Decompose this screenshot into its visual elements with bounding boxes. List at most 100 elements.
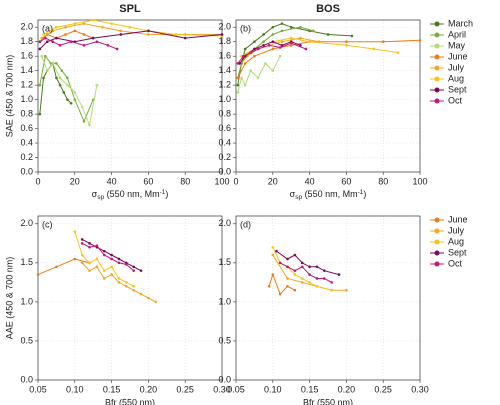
- x-tick-label: 60: [341, 176, 351, 186]
- x-tick-label: 20: [70, 176, 80, 186]
- legend-label: May: [448, 40, 466, 50]
- point: [55, 36, 58, 40]
- point: [299, 44, 302, 47]
- y-tick-label: 0.4: [218, 137, 231, 147]
- point: [125, 263, 128, 266]
- series-line: [41, 56, 98, 127]
- point: [271, 25, 275, 29]
- point: [271, 245, 275, 249]
- series-line: [272, 254, 347, 291]
- point: [271, 33, 275, 36]
- series-line: [276, 250, 340, 276]
- point: [80, 253, 84, 257]
- x-tick-label: 80: [378, 176, 388, 186]
- point: [253, 40, 256, 44]
- point: [311, 29, 315, 33]
- x-tick-label: 40: [305, 176, 315, 186]
- point: [289, 36, 293, 40]
- point: [275, 249, 278, 253]
- x-axis-label-part: -1: [160, 189, 166, 196]
- point: [38, 47, 42, 51]
- point: [308, 265, 311, 269]
- y-tick-label: 2.0: [218, 218, 231, 228]
- point: [82, 33, 86, 36]
- point: [330, 288, 333, 292]
- point: [58, 76, 62, 80]
- legend-marker: [434, 228, 440, 234]
- x-tick-label: 100: [214, 176, 229, 186]
- point: [38, 112, 42, 116]
- point: [238, 62, 241, 65]
- point: [69, 101, 73, 105]
- x-tick-label: 0.25: [374, 384, 392, 394]
- panel-title: SPL: [119, 3, 141, 15]
- point: [58, 83, 62, 87]
- point: [262, 33, 265, 36]
- y-tick-label: 0.4: [20, 137, 33, 147]
- x-axis-label: σsp (550 nm, Mm-1): [92, 189, 169, 201]
- point: [73, 91, 77, 94]
- point: [110, 265, 113, 269]
- point: [117, 261, 121, 265]
- panel-label: (b): [240, 23, 251, 33]
- x-axis-label-part: sp: [97, 194, 104, 201]
- point: [253, 54, 256, 58]
- point: [51, 40, 55, 44]
- point: [381, 40, 385, 44]
- point: [271, 69, 275, 72]
- point: [60, 69, 64, 72]
- point: [95, 244, 99, 247]
- x-axis-label-part: σ: [290, 189, 296, 199]
- point: [95, 40, 99, 44]
- point: [91, 36, 95, 40]
- point: [119, 29, 123, 33]
- point: [51, 62, 55, 65]
- y-tick-label: 0.6: [218, 123, 231, 133]
- legend-marker: [434, 239, 440, 245]
- legend-label: April: [448, 29, 466, 39]
- point: [55, 265, 58, 269]
- point: [267, 44, 271, 47]
- point: [102, 249, 106, 253]
- point: [262, 44, 265, 47]
- legend-marker: [434, 87, 440, 93]
- point: [42, 33, 45, 36]
- point: [174, 33, 178, 36]
- point: [132, 288, 135, 292]
- point: [271, 40, 275, 44]
- point: [139, 292, 143, 296]
- x-tick-label: 0.20: [140, 384, 158, 394]
- y-tick-label: 0.8: [218, 108, 231, 118]
- y-tick-label: 0.0: [218, 166, 231, 176]
- point: [243, 83, 247, 87]
- x-tick-label: 0.25: [176, 384, 194, 394]
- y-tick-label: 0.5: [218, 335, 231, 345]
- point: [271, 273, 275, 276]
- point: [82, 22, 86, 25]
- plot-frame: [37, 19, 223, 173]
- point: [293, 288, 297, 292]
- point: [139, 269, 143, 272]
- point: [147, 33, 150, 36]
- point: [326, 33, 330, 36]
- legend-marker: [434, 32, 440, 38]
- x-tick-label: 0.10: [264, 384, 282, 394]
- point: [95, 265, 99, 269]
- y-tick-label: 1.2: [218, 80, 231, 90]
- point: [372, 47, 376, 51]
- point: [66, 83, 69, 87]
- point: [289, 25, 293, 29]
- y-tick-label: 1.4: [20, 65, 33, 75]
- point: [110, 257, 113, 261]
- point: [95, 257, 99, 261]
- x-tick-label: 0.15: [103, 384, 121, 394]
- point: [80, 105, 84, 109]
- legend-label: Sept: [448, 84, 467, 94]
- legend-label: June: [448, 51, 468, 61]
- point: [38, 83, 42, 87]
- point: [308, 273, 311, 276]
- legend-label: Aug: [448, 236, 464, 246]
- y-tick-label: 0.0: [20, 166, 33, 176]
- point: [293, 273, 297, 276]
- point: [350, 34, 354, 38]
